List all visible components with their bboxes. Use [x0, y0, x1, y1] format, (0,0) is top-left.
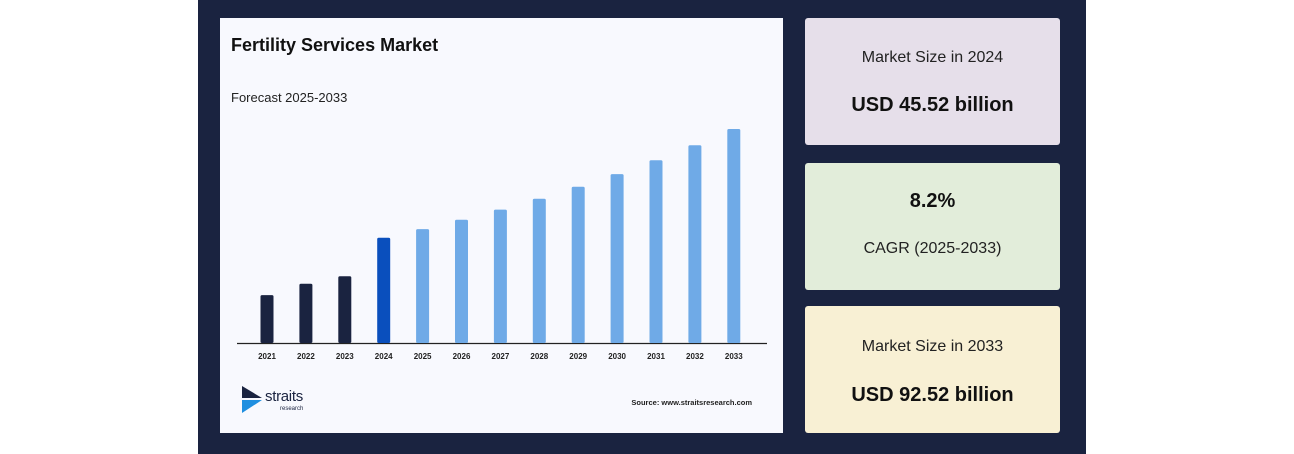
x-tick-label: 2022 — [297, 352, 315, 361]
bar-2022 — [299, 283, 313, 343]
stat-value: USD 45.52 billion — [851, 94, 1014, 116]
logo-wordmark: straits — [265, 388, 303, 405]
bar-2030 — [610, 174, 624, 343]
stat-value: 8.2% — [909, 190, 956, 212]
bar-2024 — [377, 237, 391, 343]
bar-2023 — [338, 276, 352, 343]
bar-2027 — [493, 209, 507, 343]
stat-label: CAGR (2025-2033) — [863, 240, 1002, 257]
stat-label: Market Size in 2024 — [861, 49, 1004, 66]
infographic-frame: Fertility Services Market Forecast 2025-… — [198, 0, 1086, 454]
chart-subtitle: Forecast 2025-2033 — [231, 90, 348, 105]
x-tick-label: 2023 — [336, 352, 354, 361]
x-tick-label: 2025 — [414, 352, 432, 361]
bar-2026 — [455, 219, 468, 343]
bar-2029 — [571, 186, 585, 343]
x-tick-label: 2027 — [492, 352, 510, 361]
logo-mark-icon — [242, 386, 262, 413]
x-tick-label: 2028 — [530, 352, 548, 361]
stat-card-market-size-2033: Market Size in 2033 USD 92.52 billion — [805, 306, 1060, 433]
x-tick-label: 2024 — [375, 352, 393, 361]
stat-label: Market Size in 2033 — [861, 338, 1004, 355]
x-tick-label: 2031 — [647, 352, 665, 361]
stat-card-cagr: 8.2% CAGR (2025-2033) — [805, 163, 1060, 290]
x-tick-label: 2026 — [453, 352, 471, 361]
bar-2031 — [649, 160, 663, 343]
x-tick-label: 2021 — [258, 352, 276, 361]
straits-logo: straits research — [242, 386, 322, 416]
stat-card-market-size-2024: Market Size in 2024 USD 45.52 billion — [805, 18, 1060, 145]
logo-subtext: research — [280, 406, 304, 412]
bar-2021 — [260, 295, 274, 343]
x-tick-label: 2029 — [569, 352, 587, 361]
bar-2028 — [532, 198, 546, 343]
source-note: Source: www.straitsresearch.com — [631, 398, 752, 407]
bar-chart: 2021 2022 2023 2024 2025 2026 2027 2028 2029 2030… — [237, 129, 767, 361]
x-tick-label: 2032 — [686, 352, 704, 361]
chart-title: Fertility Services Market — [231, 35, 439, 55]
bar-2025 — [416, 229, 430, 343]
chart-card: Fertility Services Market Forecast 2025-… — [220, 18, 783, 433]
x-tick-label: 2033 — [725, 352, 743, 361]
stat-value: USD 92.52 billion — [851, 384, 1014, 406]
bar-2033 — [727, 129, 741, 343]
bar-2032 — [688, 145, 702, 343]
x-tick-label: 2030 — [608, 352, 626, 361]
